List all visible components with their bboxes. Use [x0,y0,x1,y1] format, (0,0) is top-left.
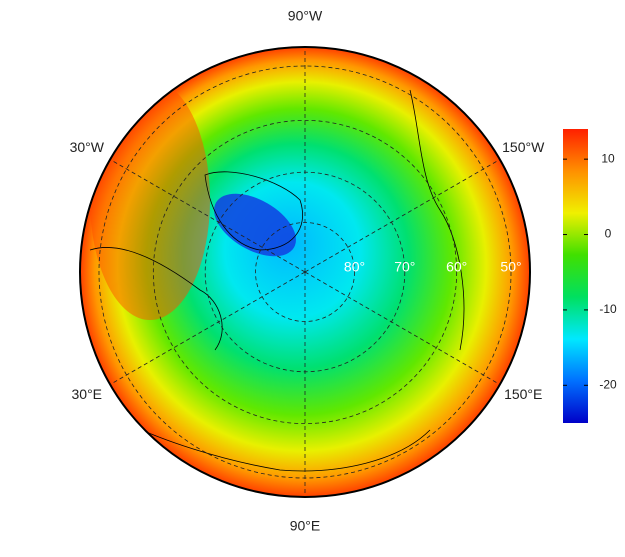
colorbar-tick-label: -20 [599,377,617,391]
meridian-label: 150°W [502,139,545,155]
meridian [304,271,501,385]
meridian [304,159,501,273]
meridian-label: 90°W [288,8,323,24]
parallel-label: 50° [500,259,521,275]
colorbar [563,129,588,423]
colorbar-tick-label: 10 [601,151,615,165]
colorbar-tick-label: -10 [599,302,617,316]
parallel-label: 80° [344,259,365,275]
coastline [204,171,303,251]
meridian [109,159,306,273]
meridian-label: 30°E [72,386,103,402]
meridian-label: 150°E [504,386,542,402]
map-boundary [79,46,531,498]
parallel [152,119,458,425]
meridian-label: 90°E [290,518,321,534]
parallel-label: 70° [394,259,415,275]
coastline [89,89,465,472]
parallel-label: 60° [446,259,467,275]
cold-region [214,193,296,257]
meridian-label: 30°W [70,139,105,155]
colorbar-tick-label: 0 [605,227,612,241]
meridian [109,271,306,385]
